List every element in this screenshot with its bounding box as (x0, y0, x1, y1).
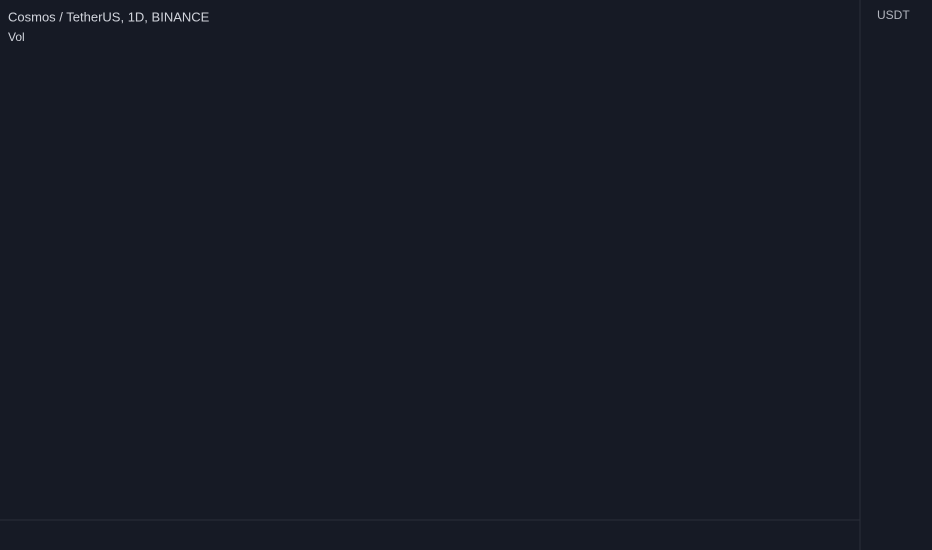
axis-layer: USDT (0, 0, 910, 550)
volume-label: Vol (8, 30, 25, 44)
axis-unit: USDT (877, 8, 910, 22)
chart-title: Cosmos / TetherUS, 1D, BINANCE (8, 9, 210, 24)
